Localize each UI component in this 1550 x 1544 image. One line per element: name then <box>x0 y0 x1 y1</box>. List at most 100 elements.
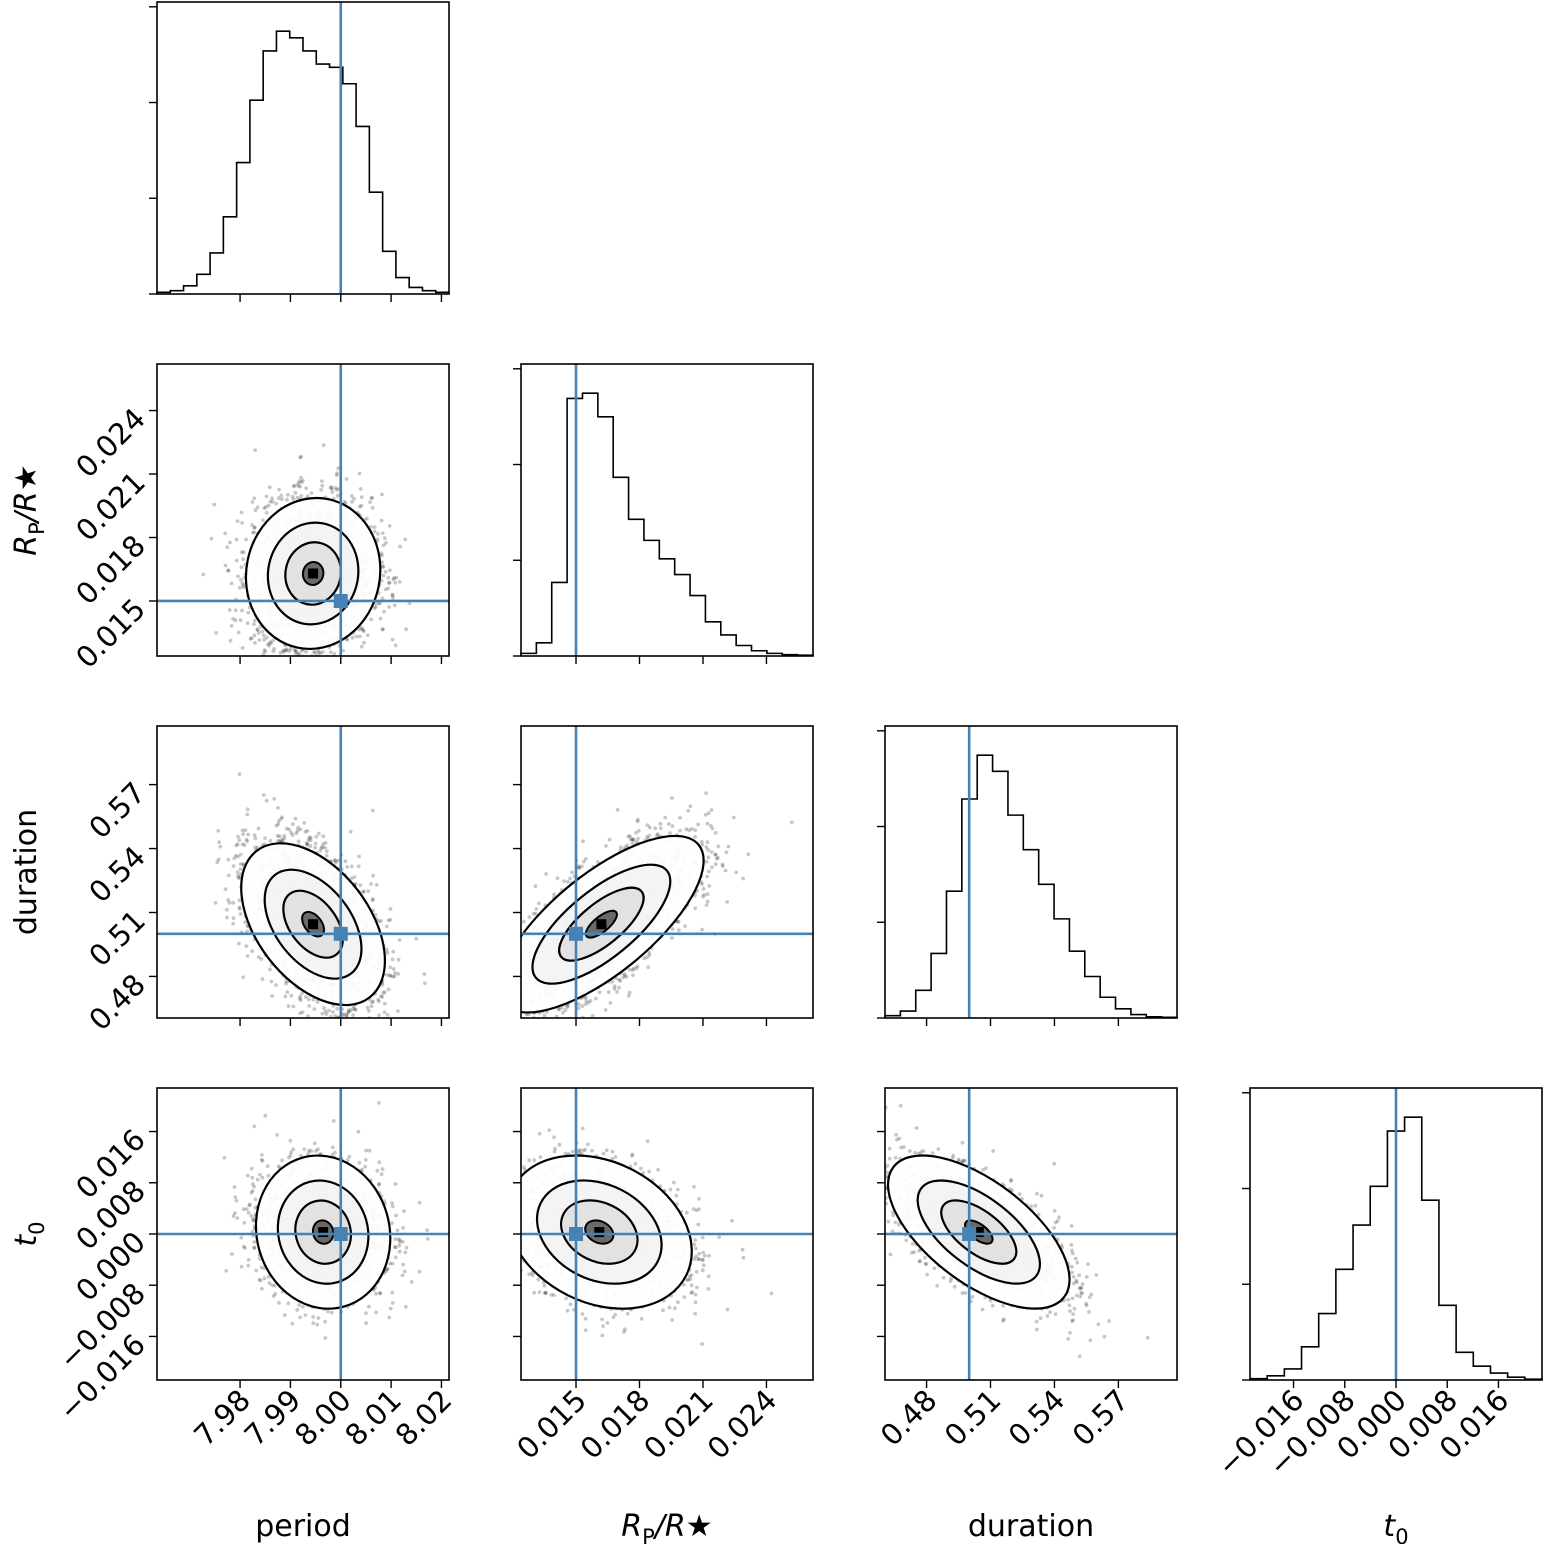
density-peak <box>308 568 319 579</box>
scatter-point <box>385 950 390 955</box>
scatter-point <box>264 798 269 803</box>
scatter-point <box>241 583 246 588</box>
scatter-point <box>318 1027 322 1031</box>
scatter-point <box>308 656 312 660</box>
scatter-point <box>329 487 334 491</box>
scatter-point <box>231 901 236 905</box>
scatter-point <box>246 832 251 837</box>
scatter-point <box>245 621 250 626</box>
scatter-point <box>328 485 333 490</box>
scatter-point <box>272 647 277 651</box>
scatter-point <box>380 531 385 535</box>
histogram-period <box>149 1 450 302</box>
scatter-point <box>284 826 289 831</box>
scatter-point <box>293 648 298 653</box>
scatter-point <box>252 622 256 626</box>
scatter-point <box>376 999 381 1004</box>
scatter-point <box>357 471 362 476</box>
scatter-point <box>245 812 250 817</box>
histogram-step-period <box>156 30 450 294</box>
scatter-point <box>233 618 238 623</box>
scatter-point <box>289 830 293 835</box>
scatter-point <box>382 609 386 614</box>
scatter-point <box>376 532 380 536</box>
scatter-point <box>241 550 246 555</box>
scatter-point <box>223 563 228 568</box>
scatter-point <box>344 1029 348 1033</box>
scatter-point <box>391 949 396 954</box>
scatter-point <box>288 646 293 651</box>
scatter-point <box>316 650 321 655</box>
scatter-point <box>277 487 281 492</box>
scatter-point <box>267 643 271 648</box>
scatter-point <box>238 618 243 622</box>
scatter-point <box>255 505 260 510</box>
scatter-point <box>277 834 282 839</box>
scatter-point <box>271 649 276 654</box>
scatter-point <box>387 524 392 528</box>
scatter-point <box>291 497 296 502</box>
scatter-point <box>250 500 255 504</box>
scatter-point <box>268 838 273 843</box>
scatter-point <box>316 661 320 665</box>
scatter-point <box>245 666 249 670</box>
scatter-point <box>277 839 282 843</box>
scatter-point <box>236 876 241 880</box>
scatter-point <box>297 651 302 656</box>
histogram-step-duration <box>884 754 1178 1019</box>
scatter-point <box>352 497 356 501</box>
scatter-point <box>235 519 240 524</box>
scatter-point <box>335 471 339 476</box>
scatter-point <box>299 480 304 485</box>
scatter-point <box>321 443 326 448</box>
scatter-point <box>353 1007 358 1012</box>
scatter-point <box>394 575 399 580</box>
scatter-point <box>264 494 269 499</box>
scatter-point <box>233 853 238 858</box>
scatter-point <box>298 684 302 688</box>
scatter-point <box>261 652 266 656</box>
scatter-point <box>304 658 308 662</box>
rp_rs-y-tick-label: 0.018 <box>69 528 152 611</box>
scatter-point <box>381 573 386 578</box>
scatter-point <box>345 865 350 869</box>
scatter-point <box>383 569 388 574</box>
scatter-point <box>284 648 289 653</box>
scatter-point <box>239 510 244 515</box>
scatter-point <box>297 479 302 484</box>
scatter-point <box>296 666 300 670</box>
scatter-point <box>387 581 391 585</box>
scatter-point <box>390 637 395 642</box>
scatter-point <box>226 568 230 573</box>
rp_rs-y-tick-label: 0.024 <box>69 401 152 484</box>
scatter-point <box>270 496 274 501</box>
scatter-point <box>382 1001 387 1006</box>
scatter-point <box>332 858 337 862</box>
scatter-point <box>314 834 319 839</box>
scatter-point <box>228 540 232 545</box>
scatter-point <box>423 981 427 986</box>
scatter-point <box>341 1013 345 1018</box>
scatter-point <box>329 682 333 686</box>
scatter-point <box>255 628 260 632</box>
scatter-point <box>280 815 284 820</box>
scatter-point <box>225 545 230 549</box>
scatter-point <box>378 616 383 621</box>
scatter-point <box>308 835 313 840</box>
scatter-point <box>344 1012 349 1017</box>
histogram-frame <box>156 1 450 295</box>
scatter-point <box>313 658 317 662</box>
scatter-point <box>391 577 396 582</box>
scatter-point <box>320 479 324 483</box>
scatter-point <box>392 576 396 580</box>
scatter-point <box>387 605 392 609</box>
scatter-point <box>300 478 305 483</box>
scatter-point <box>391 974 395 979</box>
scatter-point <box>286 493 290 497</box>
scatter-point <box>229 624 234 628</box>
scatter-point <box>445 1028 449 1032</box>
scatter-point <box>282 836 287 841</box>
histogram-rp_rs <box>513 363 814 664</box>
scatter-point <box>359 503 364 508</box>
scatter-point <box>250 523 255 527</box>
